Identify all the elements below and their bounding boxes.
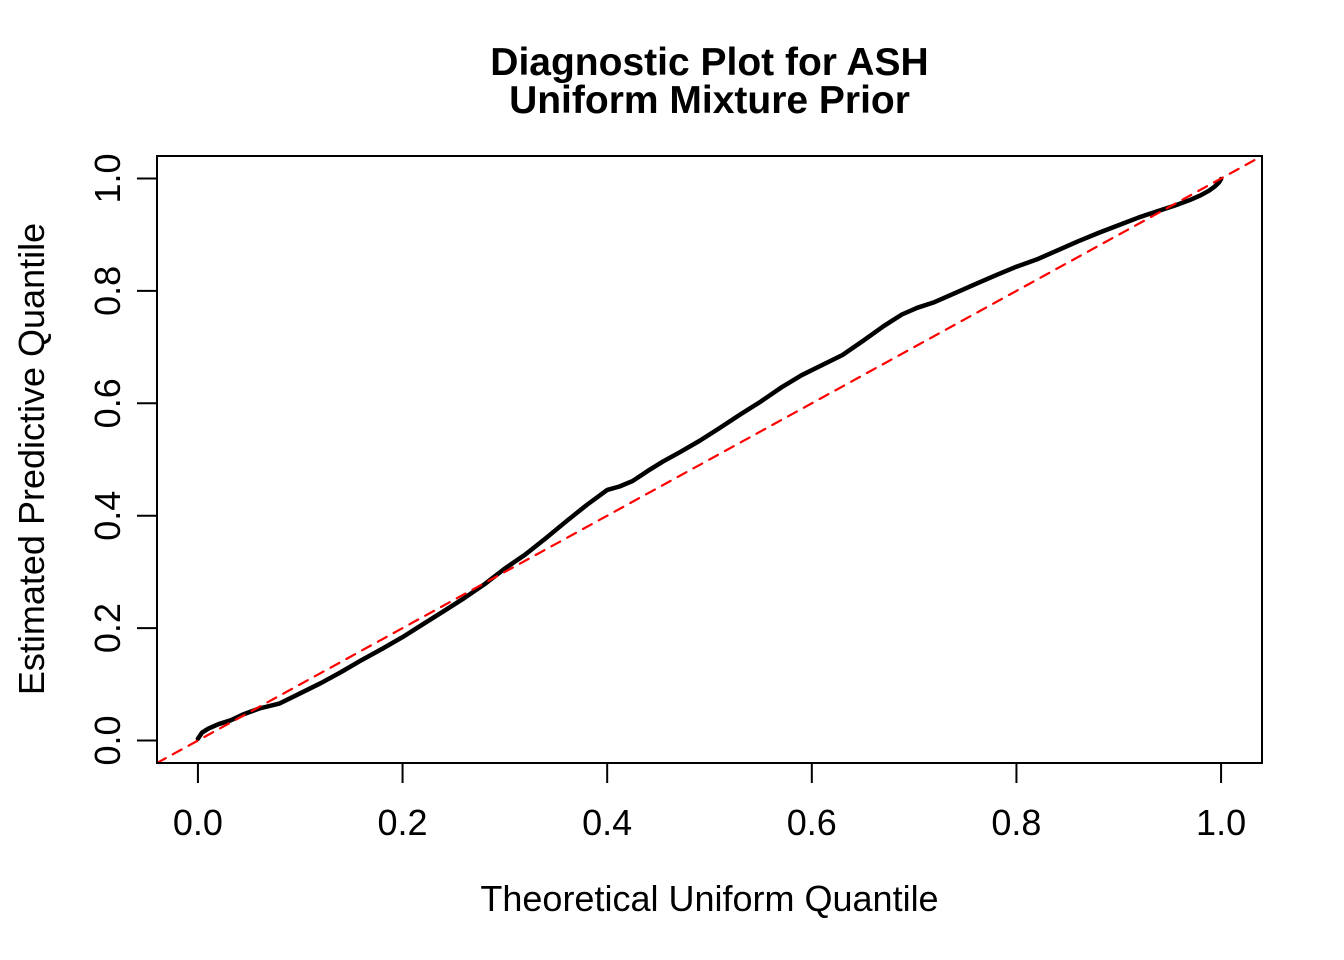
y-tick-label: 0.2 [87, 603, 128, 653]
plot-title-line1: Diagnostic Plot for ASH [490, 41, 929, 84]
x-tick-label: 0.2 [378, 802, 428, 843]
identity-reference-line [155, 154, 1264, 765]
y-tick-label: 0.4 [87, 491, 128, 541]
x-tick-label: 0.8 [991, 802, 1041, 843]
y-tick-label: 0.8 [87, 266, 128, 316]
x-tick-label: 0.4 [582, 802, 632, 843]
plot-border [156, 155, 1263, 764]
x-tick-label: 0.6 [787, 802, 837, 843]
y-tick-label: 0.0 [87, 715, 128, 765]
x-tick-label: 0.0 [173, 802, 223, 843]
x-axis-label: Theoretical Uniform Quantile [480, 878, 939, 919]
y-axis-label: Estimated Predictive Quantile [11, 222, 52, 696]
plot-title: Diagnostic Plot for ASH Uniform Mixture … [157, 41, 1262, 122]
plot-title-line2: Uniform Mixture Prior [509, 79, 910, 122]
y-tick-label: 0.6 [87, 378, 128, 428]
y-tick-label: 1.0 [87, 153, 128, 203]
estimated-predictive-quantile-curve [195, 176, 1224, 742]
x-tick-label: 1.0 [1196, 802, 1246, 843]
